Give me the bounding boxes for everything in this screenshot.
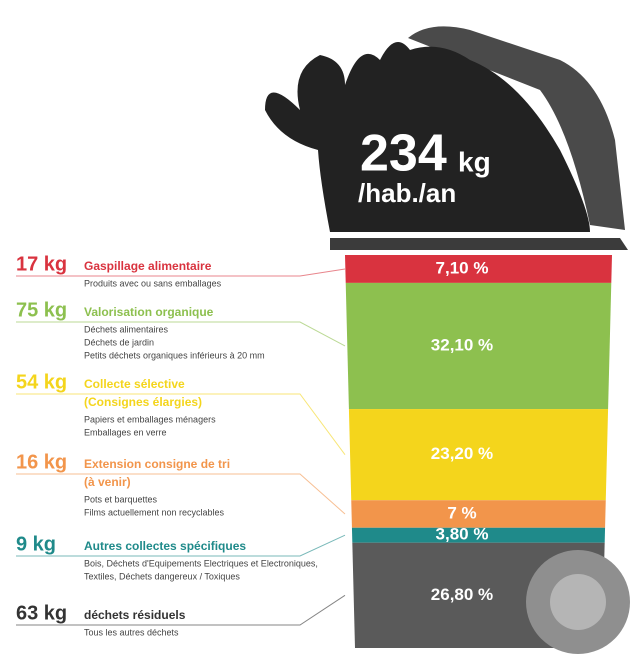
amount: 9 kg (16, 533, 56, 555)
segment-detail: Bois, Déchets d'Equipements Electriques … (84, 558, 318, 568)
share-label: 26,80 % (431, 585, 493, 604)
segment-detail: Emballages en verre (84, 427, 167, 437)
segment-detail: Films actuellement non recyclables (84, 507, 225, 517)
amount: 54 kg (16, 371, 67, 393)
segment-title: (Consignes élargies) (84, 395, 202, 409)
share-label: 3,80 % (436, 525, 489, 544)
segment (340, 500, 620, 528)
amount: 17 kg (16, 253, 67, 275)
total-unit: kg (458, 146, 491, 177)
segment-detail: Papiers et emballages ménagers (84, 414, 216, 424)
segment-detail: Pots et barquettes (84, 494, 158, 504)
segment-title: Gaspillage alimentaire (84, 259, 212, 273)
segment-title: Valorisation organique (84, 305, 214, 319)
segment-detail: Produits avec ou sans emballages (84, 278, 222, 288)
wheel-hub (550, 574, 606, 630)
total-per: /hab./an (358, 178, 456, 208)
segment-detail: Petits déchets organiques inférieurs à 2… (84, 350, 265, 360)
segment-title: Extension consigne de tri (84, 457, 230, 471)
amount: 16 kg (16, 451, 67, 473)
segment-detail: Tous les autres déchets (84, 627, 179, 637)
connector (16, 322, 345, 346)
segment-detail: Déchets de jardin (84, 337, 154, 347)
share-label: 23,20 % (431, 444, 493, 463)
share-label: 7 % (447, 503, 476, 522)
segment-title: Autres collectes spécifiques (84, 539, 246, 553)
segment-title: Collecte sélective (84, 377, 185, 391)
share-label: 32,10 % (431, 335, 493, 354)
total-value: 234 (360, 125, 447, 183)
segment-title: déchets résiduels (84, 608, 186, 622)
segment-detail: Textiles, Déchets dangereux / Toxiques (84, 571, 240, 581)
infographic: 234 kg /hab./an 7,10 % 17 kg Gaspillage al… (0, 0, 632, 660)
amount: 75 kg (16, 299, 67, 321)
page: 234 kg /hab./an 7,10 % 17 kg Gaspillage al… (0, 0, 632, 660)
bin-rim (330, 238, 628, 250)
segment-title: (à venir) (84, 475, 131, 489)
share-label: 7,10 % (436, 258, 489, 277)
amount: 63 kg (16, 602, 67, 624)
segment-detail: Déchets alimentaires (84, 324, 169, 334)
